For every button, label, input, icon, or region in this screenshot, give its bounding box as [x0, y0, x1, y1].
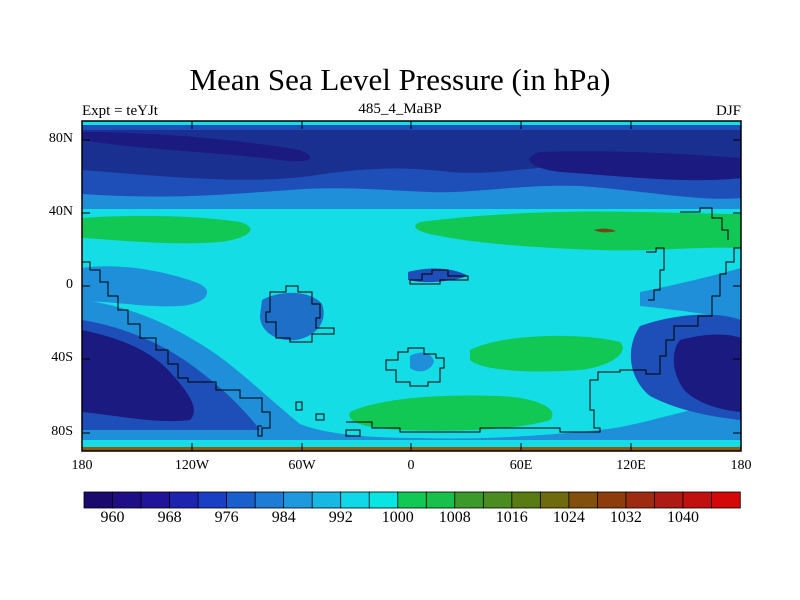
tropical-low-east	[640, 268, 741, 320]
colorbar-box	[140, 491, 171, 509]
lat-tick-40n: 40N	[48, 204, 73, 219]
colorbar-box	[368, 491, 399, 509]
south-east-deep-low	[673, 334, 741, 412]
lon-tick-120e: 120E	[616, 458, 646, 473]
colorbar-label: 992	[328, 509, 353, 526]
colorbar-label: 1024	[552, 509, 585, 526]
lon-tick-180w: 180	[71, 458, 93, 473]
colorbar-box	[83, 491, 114, 509]
coast-south-america	[265, 285, 335, 343]
small-high-center	[594, 228, 616, 233]
colorbar-label: 1032	[609, 509, 642, 526]
coast-northafrica	[409, 269, 469, 285]
period-label: 485_4_MaBP	[358, 101, 442, 117]
tropical-low-africa	[408, 268, 468, 283]
colorbar-box	[254, 491, 285, 509]
colorbar-label: 1008	[438, 509, 471, 526]
coast-africa-south	[385, 347, 445, 387]
south-band-mid	[82, 300, 741, 451]
south-atlantic-high	[349, 395, 553, 431]
north-pacific-deep-low	[529, 151, 741, 181]
colorbar-box	[482, 491, 513, 509]
colorbar-label: 1016	[495, 509, 528, 526]
map-title: Mean Sea Level Pressure (in hPa)	[189, 62, 611, 97]
colorbar-box	[112, 491, 142, 509]
experiment-label: Expt = teYJt	[82, 103, 158, 119]
colorbar-label: 960	[100, 509, 125, 526]
coast-island	[345, 429, 361, 437]
colorbar	[83, 491, 741, 509]
lon-tick-180e: 180	[730, 458, 752, 473]
season-label: DJF	[715, 103, 741, 119]
north-atlantic-deep-low	[82, 132, 311, 162]
colorbar-label: 976	[214, 509, 239, 526]
colorbar-box	[226, 491, 256, 509]
lat-tick-80s: 80S	[51, 424, 73, 439]
colorbar-label: 1040	[667, 509, 699, 526]
pressure-field	[82, 121, 741, 451]
coast-japan	[680, 207, 729, 240]
lon-tick-0: 0	[407, 458, 415, 473]
colorbar-box	[625, 491, 656, 509]
lon-tick-120w: 120W	[174, 458, 210, 473]
colorbar-box	[197, 491, 228, 509]
coast-americas	[82, 261, 271, 437]
colorbar-box	[169, 491, 199, 509]
colorbar-box	[283, 491, 313, 509]
coast-antarctic-australia	[346, 247, 741, 433]
colorbar-box	[596, 491, 627, 509]
colorbar-box	[682, 491, 713, 509]
colorbar-box	[711, 491, 741, 509]
lat-tick-80n: 80N	[48, 131, 73, 146]
north-atlantic-high	[82, 215, 251, 244]
north-pacific-high	[415, 211, 741, 251]
coast-island-2	[295, 401, 303, 411]
colorbar-box	[454, 491, 484, 509]
colorbar-label: 984	[271, 509, 296, 526]
colorbar-box	[397, 491, 427, 509]
lat-tick-40s: 40S	[51, 350, 73, 365]
colorbar-box	[568, 491, 599, 509]
lon-tick-60w: 60W	[288, 458, 316, 473]
lon-tick-60e: 60E	[509, 458, 533, 473]
colorbar-label: 968	[157, 509, 182, 526]
south-pacific-deep-low	[82, 330, 194, 422]
coast-asia	[646, 247, 665, 301]
colorbar-box	[511, 491, 542, 509]
colorbar-box	[654, 491, 684, 509]
colorbar-box	[340, 491, 370, 509]
colorbar-label: 1000	[381, 509, 414, 526]
lat-ticks	[82, 139, 741, 434]
colorbar-box	[311, 491, 342, 509]
lat-tick-0: 0	[66, 277, 73, 292]
tropical-low-south	[410, 352, 434, 372]
lon-ticks	[191, 121, 632, 451]
colorbar-box	[539, 491, 570, 509]
south-indian-high	[470, 335, 623, 372]
coastlines	[82, 207, 741, 437]
colorbar-box	[425, 491, 456, 509]
coast-island-3	[315, 413, 325, 421]
